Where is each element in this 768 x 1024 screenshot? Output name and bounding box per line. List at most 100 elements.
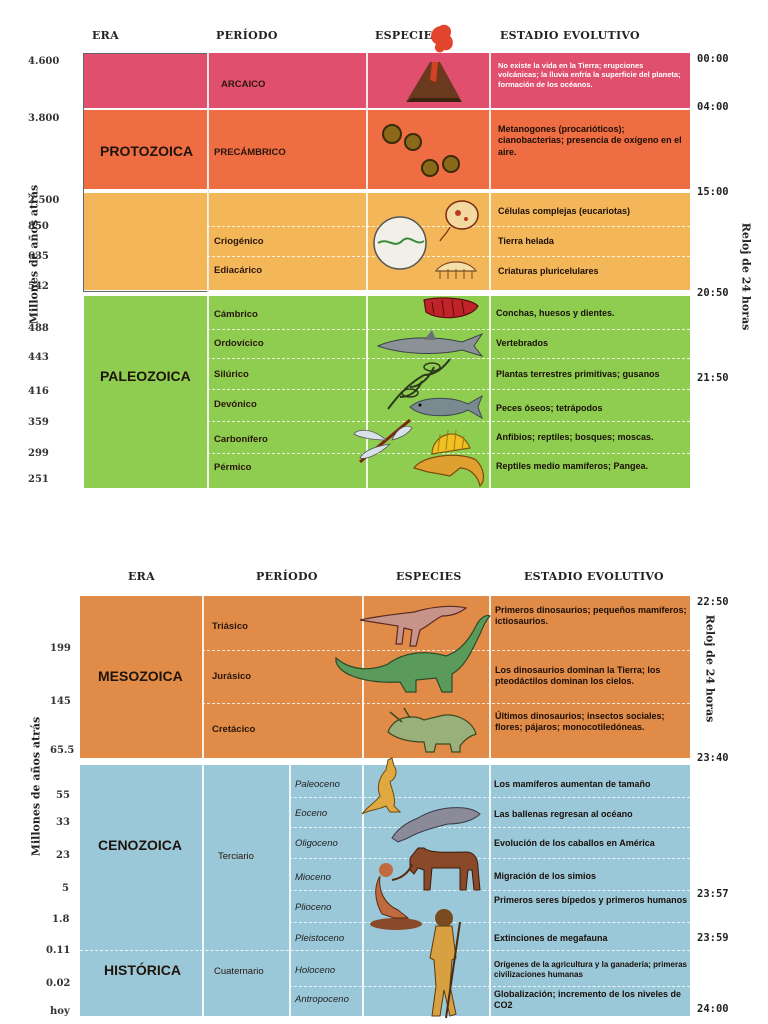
tick-label: 33: [56, 817, 70, 828]
header-era: ERA: [128, 570, 155, 583]
bony-fish-icon: [409, 394, 483, 420]
period-label: Jurásico: [212, 671, 252, 682]
clock-label: 22:50: [697, 596, 729, 608]
band-paleozoico: [84, 296, 690, 488]
column-separator: [202, 596, 204, 1016]
tick-label: 542: [28, 281, 49, 292]
period-label: ARCAICO: [221, 79, 266, 90]
row-divider: [289, 827, 690, 828]
clock-axis-label: Reloj de 24 horas: [739, 222, 753, 331]
header-era: ERA: [92, 29, 119, 42]
triceratops-icon: [387, 707, 477, 753]
stage-text: Globalización; incremento de los niveles…: [494, 989, 682, 1011]
stage-text: Anfibios; reptiles; bosques; moscas.: [496, 432, 654, 442]
row-divider: [289, 986, 690, 987]
stage-text: Primeros seres bípedos y primeros humano…: [494, 895, 688, 905]
volcano-icon: [406, 24, 462, 102]
tick-label: 3.800: [28, 113, 60, 124]
period-label: Ordovícico: [214, 338, 264, 349]
clock-label: 24:00: [697, 1003, 729, 1015]
era-label: PROTOZOICA: [100, 143, 194, 159]
clock-label: 00:00: [697, 53, 729, 65]
header-periodo: PERÍODO: [216, 29, 278, 42]
tick-label: 251: [28, 474, 49, 485]
clock-label: 23:57: [697, 888, 729, 900]
period-label: Triásico: [212, 621, 248, 632]
sauropod-icon: [335, 614, 492, 693]
row-divider: [80, 950, 690, 951]
era-label: CENOZOICA: [98, 837, 182, 853]
y-axis-label: Millones de años atrás: [27, 184, 41, 325]
stage-text: Primeros dinosaurios; pequeños mamíferos…: [495, 605, 687, 627]
period-label: Devónico: [214, 399, 257, 410]
epoch-label: Paleoceno: [295, 779, 340, 790]
era-label: MESOZOICA: [98, 668, 183, 684]
period-label: Carbonífero: [214, 434, 268, 445]
header-especies: ESPECIES: [375, 29, 441, 42]
period-label: Cámbrico: [214, 309, 258, 320]
horse-icon: [409, 847, 481, 891]
period-label: Cuaternario: [214, 966, 264, 977]
shark-icon: [376, 330, 484, 357]
period-label: PRECÁMBRICO: [214, 147, 286, 158]
stage-text: Los dinosaurios dominan la Tierra; los p…: [495, 665, 661, 687]
stage-text: Evolución de los caballos en América: [494, 838, 655, 848]
dragonfly-icon: [353, 418, 413, 464]
tick-label: 850: [28, 221, 49, 232]
stage-text: Reptiles medio mamíferos; Pangea.: [496, 461, 649, 471]
stage-text: Criaturas pluricelulares: [498, 266, 599, 276]
whale-icon: [391, 807, 481, 843]
tick-label: 359: [28, 417, 49, 428]
epoch-label: Pleistoceno: [295, 933, 345, 944]
epoch-label: Plioceno: [295, 902, 332, 913]
stage-text: Tierra helada: [498, 236, 554, 246]
clock-label: 21:50: [697, 372, 729, 384]
tick-label: 0.02: [46, 978, 71, 989]
epoch-label: Mioceno: [295, 872, 331, 883]
band-precambrico: [84, 110, 690, 189]
header-especies: ESPECIES: [396, 570, 462, 583]
column-separator: [489, 596, 491, 1016]
row-divider: [207, 329, 690, 330]
stage-text: Plantas terrestres primitivas; gusanos: [496, 369, 660, 379]
row-divider: [207, 389, 690, 390]
clock-label: 23:59: [697, 932, 729, 944]
tick-label: 199: [50, 643, 71, 654]
header-estadio: ESTADIO EVOLUTIVO: [524, 570, 664, 583]
row-divider: [207, 453, 690, 454]
stage-text: Células complejas (eucariotas): [498, 206, 631, 216]
row-divider: [207, 358, 690, 359]
tick-label: 443: [28, 352, 49, 363]
period-label: Terciario: [218, 851, 254, 862]
tick-label: 0.11: [46, 945, 71, 956]
stage-text: Orígenes de la agricultura y la ganaderí…: [494, 960, 687, 979]
eukaryote-cells-icon: [373, 200, 479, 279]
row-divider: [289, 890, 690, 891]
dimetrodon-icon: [413, 429, 485, 488]
tick-label: 488: [28, 323, 49, 334]
tick-label: 635: [28, 251, 49, 262]
epoch-label: Eoceno: [295, 808, 328, 819]
bacteria-cells-icon: [382, 124, 460, 177]
epoch-label: Oligoceno: [295, 838, 338, 849]
period-label: Ediacárico: [214, 265, 263, 276]
tick-label: 4.600: [28, 56, 60, 67]
period-label: Criogénico: [214, 236, 264, 247]
band-arcaico: [84, 53, 690, 108]
human-icon: [429, 909, 461, 1019]
stage-text: Los mamíferos aumentan de tamaño: [494, 779, 651, 789]
clock-label: 20:50: [697, 287, 729, 299]
period-label: Cretácico: [212, 724, 256, 735]
tick-label: 2.500: [28, 195, 60, 206]
primate-icon: [370, 863, 422, 930]
kangaroo-icon: [361, 757, 402, 815]
stage-text: Metanogones (procarióticos); cianobacter…: [498, 124, 682, 157]
tick-label: 65.5: [50, 745, 75, 756]
row-divider: [289, 858, 690, 859]
stage-text: Las ballenas regresan al océano: [494, 809, 633, 819]
stage-text: Migración de los simios: [494, 871, 597, 881]
tick-label: 23: [56, 850, 70, 861]
tick-label: 416: [28, 386, 49, 397]
stage-text: Peces óseos; tetrápodos: [496, 403, 603, 413]
era-box-outline: [83, 53, 209, 292]
